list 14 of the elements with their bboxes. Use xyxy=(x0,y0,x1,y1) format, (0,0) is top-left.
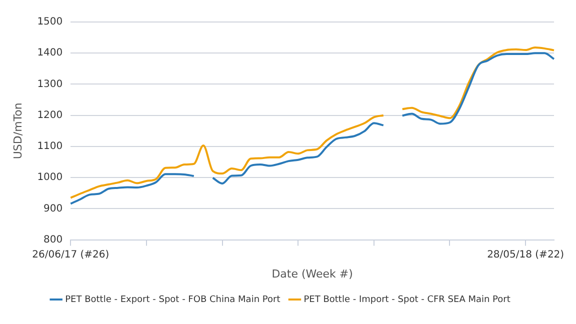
y-axis-title: USD/mTon xyxy=(11,102,24,160)
x-tick-label: 28/05/18 (#22) xyxy=(487,249,564,260)
y-tick-label: 1400 xyxy=(37,48,63,59)
y-tick-label: 1200 xyxy=(37,110,63,121)
x-axis-title: Date (Week #) xyxy=(272,267,353,280)
legend-label: PET Bottle - Import - Spot - CFR SEA Main Port xyxy=(304,294,511,305)
y-tick-label: 1000 xyxy=(37,172,63,184)
y-tick-label: 1100 xyxy=(37,141,63,152)
x-tick-label: 26/06/17 (#26) xyxy=(32,249,110,260)
legend-label: PET Bottle - Export - Spot - FOB China Main Port xyxy=(65,294,281,305)
y-tick-label: 800 xyxy=(44,234,63,246)
y-tick-label: 900 xyxy=(44,203,63,214)
y-tick-label: 1500 xyxy=(37,16,63,28)
y-tick-label: 1300 xyxy=(37,78,63,90)
